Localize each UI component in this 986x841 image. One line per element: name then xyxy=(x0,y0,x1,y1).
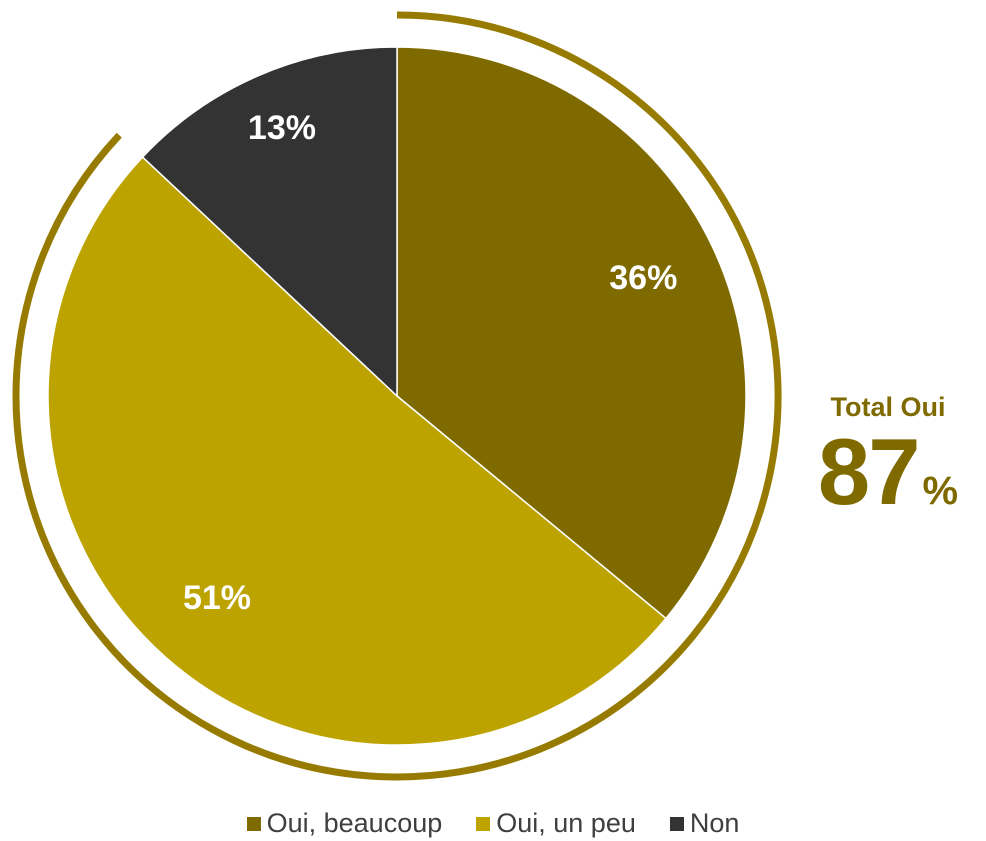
slice-oui-beaucoup xyxy=(396,46,747,620)
total-oui-unit: % xyxy=(922,469,959,513)
legend-label-oui-beaucoup: Oui, beaucoup xyxy=(266,808,443,838)
total-oui-callout: Total Oui 87% xyxy=(790,392,986,519)
legend-label-non: Non xyxy=(689,808,740,838)
legend-item-non: Non xyxy=(669,808,740,839)
legend-item-oui-un-peu: Oui, un peu xyxy=(476,808,636,839)
legend: Oui, beaucoup Oui, un peu Non xyxy=(0,808,986,839)
total-oui-label: Total Oui xyxy=(830,392,946,422)
legend-item-oui-beaucoup: Oui, beaucoup xyxy=(246,808,443,839)
legend-label-oui-un-peu: Oui, un peu xyxy=(496,808,636,838)
total-oui-value: 87 xyxy=(817,419,921,524)
slice-non xyxy=(141,46,398,398)
slice-label-oui-beaucoup: 36% xyxy=(609,259,677,297)
total-oui-arc xyxy=(12,11,782,781)
legend-swatch-oui-beaucoup xyxy=(246,816,261,831)
legend-swatch-non xyxy=(669,816,684,831)
slice-label-non: 13% xyxy=(248,109,316,147)
slice-label-oui-un-peu: 51% xyxy=(183,579,251,617)
legend-swatch-oui-un-peu xyxy=(476,816,491,831)
pie-chart: 36% 51% 13% xyxy=(12,11,782,781)
slice-oui-un-peu xyxy=(47,156,667,746)
total-oui-value-wrap: 87% xyxy=(790,425,986,519)
